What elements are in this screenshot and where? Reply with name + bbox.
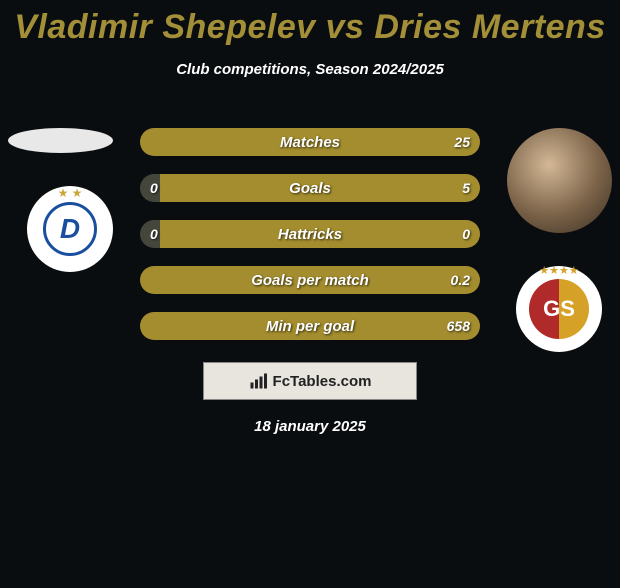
stat-row: Goals per match0.2: [140, 266, 480, 294]
player2-avatar: [507, 128, 612, 233]
stat-value-left: 0: [150, 180, 158, 196]
stat-label: Goals: [140, 180, 480, 197]
brand-text: FcTables.com: [273, 373, 372, 390]
stat-label: Hattricks: [140, 226, 480, 243]
stat-value-right: 658: [447, 318, 470, 334]
stars-icon: ★ ★: [58, 186, 83, 200]
stat-value-right: 0.2: [451, 272, 470, 288]
footer-date: 18 january 2025: [0, 418, 620, 435]
stat-label: Min per goal: [140, 318, 480, 335]
chart-icon: [249, 372, 267, 390]
stat-value-left: 0: [150, 226, 158, 242]
brand-plate[interactable]: FcTables.com: [203, 362, 417, 400]
stat-label: Matches: [140, 134, 480, 151]
player1-club-badge: ★ ★ D: [27, 186, 113, 272]
player1-avatar: [8, 128, 113, 153]
page-subtitle: Club competitions, Season 2024/2025: [0, 61, 620, 78]
stat-label: Goals per match: [140, 272, 480, 289]
stat-value-right: 25: [454, 134, 470, 150]
stat-row: Matches25: [140, 128, 480, 156]
player2-club-badge: ★★★★ GS: [516, 266, 602, 352]
stat-row: Goals0 5: [140, 174, 480, 202]
stats-container: Matches25Goals05Hattricks00Goals per mat…: [140, 128, 480, 358]
stat-value-right: 5: [462, 180, 470, 196]
page-title: Vladimir Shepelev vs Dries Mertens: [0, 8, 620, 47]
stat-row: Hattricks0 0: [140, 220, 480, 248]
stars-icon: ★★★★: [539, 264, 578, 277]
stat-row: Min per goal658: [140, 312, 480, 340]
club1-initial: D: [43, 202, 97, 256]
stat-value-right: 0: [462, 226, 470, 242]
club2-initial: GS: [529, 279, 589, 339]
